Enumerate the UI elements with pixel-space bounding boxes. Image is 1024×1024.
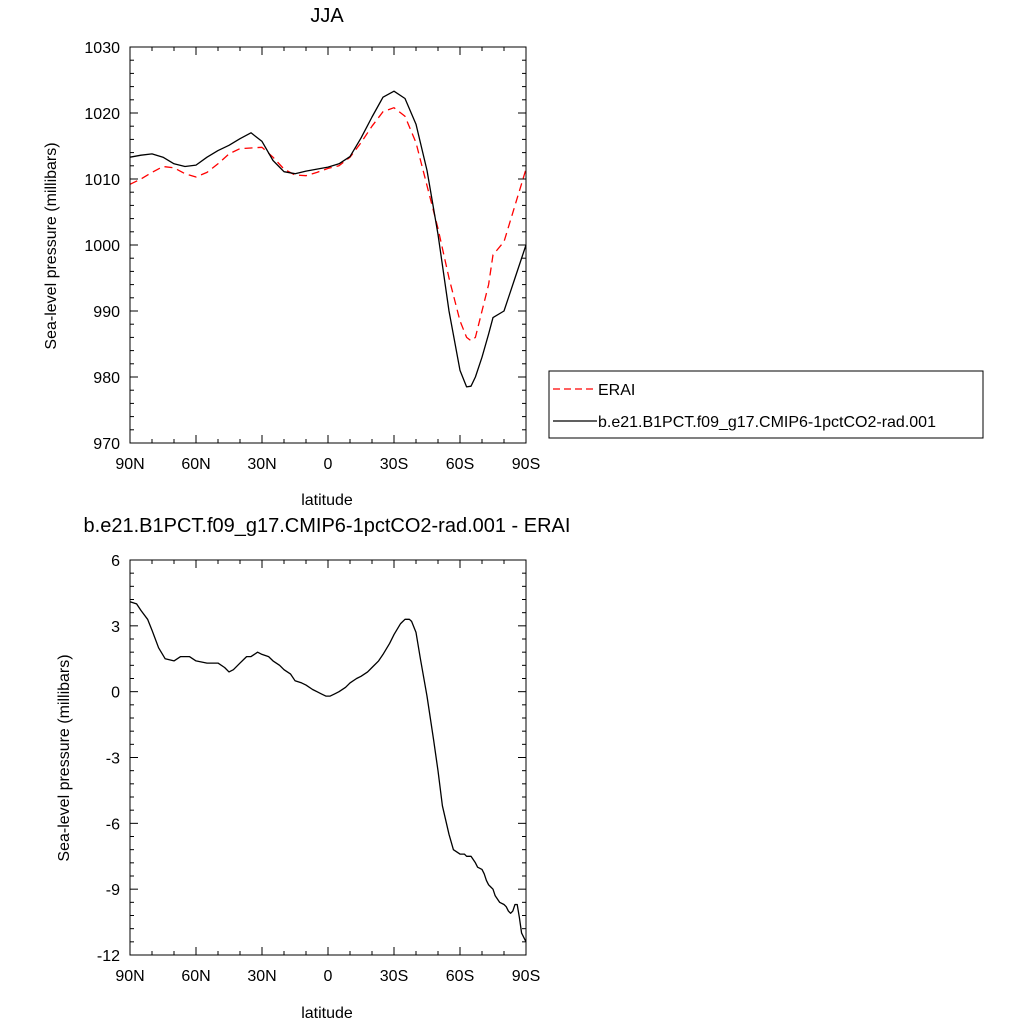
chart1-ytick-label: -9 [106, 882, 120, 899]
chart0-ytick-label: 980 [93, 370, 120, 387]
chart1-xtick-label: 60N [181, 968, 210, 985]
chart1-xtick-label: 60S [446, 968, 474, 985]
chart0-ytick-label: 990 [93, 304, 120, 321]
chart1-ytick-label: -3 [106, 751, 120, 768]
chart1-xtick-label: 90S [512, 968, 540, 985]
chart-bottom-title: b.e21.B1PCT.f09_g17.CMIP6-1pctCO2-rad.00… [84, 515, 571, 537]
chart-bottom-ylabel: Sea-level pressure (millibars) [56, 654, 73, 861]
chart1-plot-frame [129, 559, 527, 956]
chart0-xtick-label: 0 [324, 456, 333, 473]
chart-bottom: b.e21.B1PCT.f09_g17.CMIP6-1pctCO2-rad.00… [56, 515, 570, 1022]
chart0-ytick-label: 970 [93, 436, 120, 453]
chart0-plot-frame [129, 46, 527, 444]
chart1-xtick-label: 30S [380, 968, 408, 985]
chart0-series-line-1 [129, 90, 527, 388]
chart1-xtick-label: 90N [115, 968, 144, 985]
chart-top: JJA 90N 60N 30N 0 30S 60S 90S 970 980 990 1000 1010… [43, 5, 984, 509]
chart0-xtick-label: 30N [247, 456, 276, 473]
chart0-xtick-label: 60S [446, 456, 474, 473]
chart0-xtick-label: 90N [115, 456, 144, 473]
chart-bottom-xlabel: latitude [301, 1005, 353, 1022]
chart0-ytick-label: 1020 [84, 106, 120, 123]
chart1-xtick-label: 30N [247, 968, 276, 985]
chart1-xtick-label: 0 [324, 968, 333, 985]
chart0-ytick-label: 1000 [84, 238, 120, 255]
chart-bottom-plot-area: 90N 60N 30N 0 30S 60S 90S 6 3 0 -3 -6 -9 -12 [97, 553, 540, 985]
chart-top-title: JJA [310, 5, 344, 27]
chart-top-ylabel: Sea-level pressure (millibars) [43, 142, 60, 349]
legend-label-erai: ERAI [598, 382, 635, 399]
chart0-xtick-label: 30S [380, 456, 408, 473]
chart0-ytick-label: 1030 [84, 40, 120, 57]
chart0-ytick-label: 1010 [84, 172, 120, 189]
chart1-series-line-0 [129, 601, 527, 943]
chart1-ytick-label: 6 [111, 553, 120, 570]
chart0-xtick-label: 90S [512, 456, 540, 473]
chart1-ytick-label: 0 [111, 685, 120, 702]
legend-label-model: b.e21.B1PCT.f09_g17.CMIP6-1pctCO2-rad.00… [598, 414, 936, 431]
chart0-series-line-0 [129, 107, 527, 342]
chart-top-plot-area: 90N 60N 30N 0 30S 60S 90S 970 980 990 1000 1010 1020… [84, 40, 540, 473]
chart-top-legend: ERAI b.e21.B1PCT.f09_g17.CMIP6-1pctCO2-r… [548, 370, 984, 439]
legend-box [548, 370, 984, 439]
chart0-xtick-label: 60N [181, 456, 210, 473]
chart1-ytick-label: 3 [111, 619, 120, 636]
chart1-ytick-label: -12 [97, 948, 120, 965]
chart1-ytick-label: -6 [106, 816, 120, 833]
chart-top-xlabel: latitude [301, 492, 353, 509]
